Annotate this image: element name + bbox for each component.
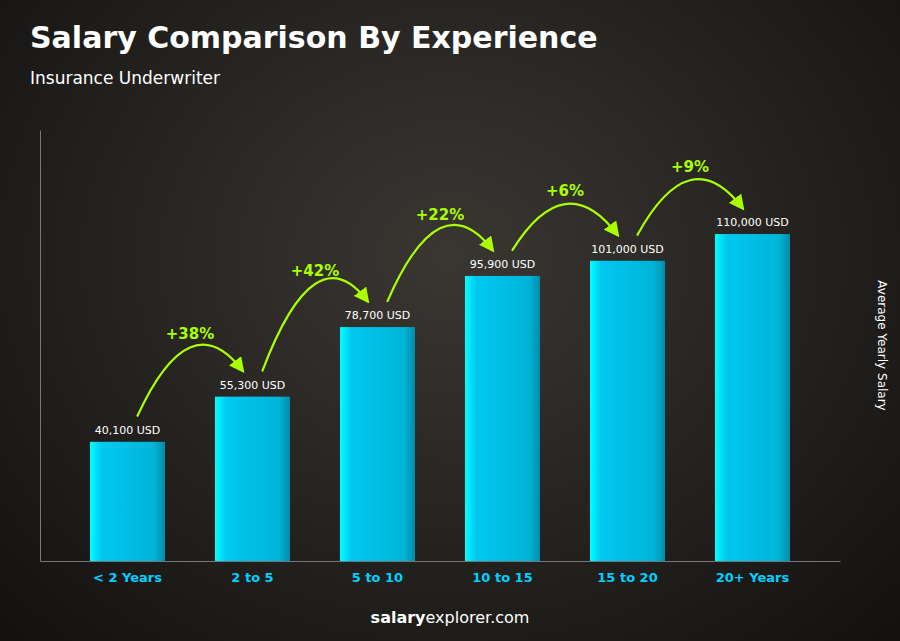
y-axis-line xyxy=(40,131,41,562)
bar xyxy=(340,327,415,561)
annotation: +42% xyxy=(291,262,339,280)
annotation: +22% xyxy=(416,206,464,224)
x-tick: < 2 Years xyxy=(93,561,162,585)
x-tick: 20+ Years xyxy=(716,561,790,585)
footer-part: salary xyxy=(371,608,426,627)
x-tick: 10 to 15 xyxy=(472,561,532,585)
x-axis: < 2 Years 2 to 5 5 to 10 10 to 15 15 to 20 20… xyxy=(41,561,841,585)
bars xyxy=(90,234,790,561)
change-arrow xyxy=(388,225,493,301)
y-axis xyxy=(40,131,41,562)
y-axis-title: Average Yearly Salary xyxy=(875,280,889,410)
data-label: 110,000 USD xyxy=(716,216,789,229)
data-label: 40,100 USD xyxy=(95,424,161,437)
x-tick: 15 to 20 xyxy=(597,561,657,585)
x-tick-label: 2 to 5 xyxy=(231,570,273,585)
subtitle: Insurance Underwriter xyxy=(30,68,220,88)
data-label: 78,700 USD xyxy=(345,309,411,322)
annotations: +38% +42% +22% +6% +9% xyxy=(138,158,743,416)
change-arrow xyxy=(138,345,243,416)
data-label: 101,000 USD xyxy=(591,243,664,256)
title: Salary Comparison By Experience xyxy=(30,20,598,55)
annotation: +9% xyxy=(671,158,709,176)
change-arrow xyxy=(513,204,618,250)
annotation: +6% xyxy=(546,182,584,200)
x-tick-label: < 2 Years xyxy=(93,570,162,585)
data-labels: 40,100 USD 55,300 USD 78,700 USD 95,900 USD… xyxy=(95,216,789,437)
data-label: 95,900 USD xyxy=(470,258,536,271)
x-tick-label: 10 to 15 xyxy=(472,570,532,585)
annotation: +38% xyxy=(166,325,214,343)
x-axis-line xyxy=(41,561,841,562)
change-arrow xyxy=(263,278,368,370)
bar xyxy=(465,276,540,561)
x-tick-label: 20+ Years xyxy=(716,570,790,585)
x-tick: 5 to 10 xyxy=(352,561,403,585)
chart: Salary Comparison By Experience Insurance… xyxy=(0,0,900,641)
bar xyxy=(590,261,665,561)
x-tick-label: 15 to 20 xyxy=(597,570,657,585)
footer: salaryexplorer.com xyxy=(371,608,530,627)
footer-part: explorer.com xyxy=(426,608,530,627)
bar xyxy=(715,234,790,561)
bar xyxy=(90,442,165,561)
plot: < 2 Years 2 to 5 5 to 10 10 to 15 15 to 20 20… xyxy=(41,131,841,586)
change-arrow xyxy=(638,179,743,235)
x-tick: 2 to 5 xyxy=(231,561,273,585)
data-label: 55,300 USD xyxy=(220,379,286,392)
bar xyxy=(215,397,290,561)
x-tick-label: 5 to 10 xyxy=(352,570,403,585)
